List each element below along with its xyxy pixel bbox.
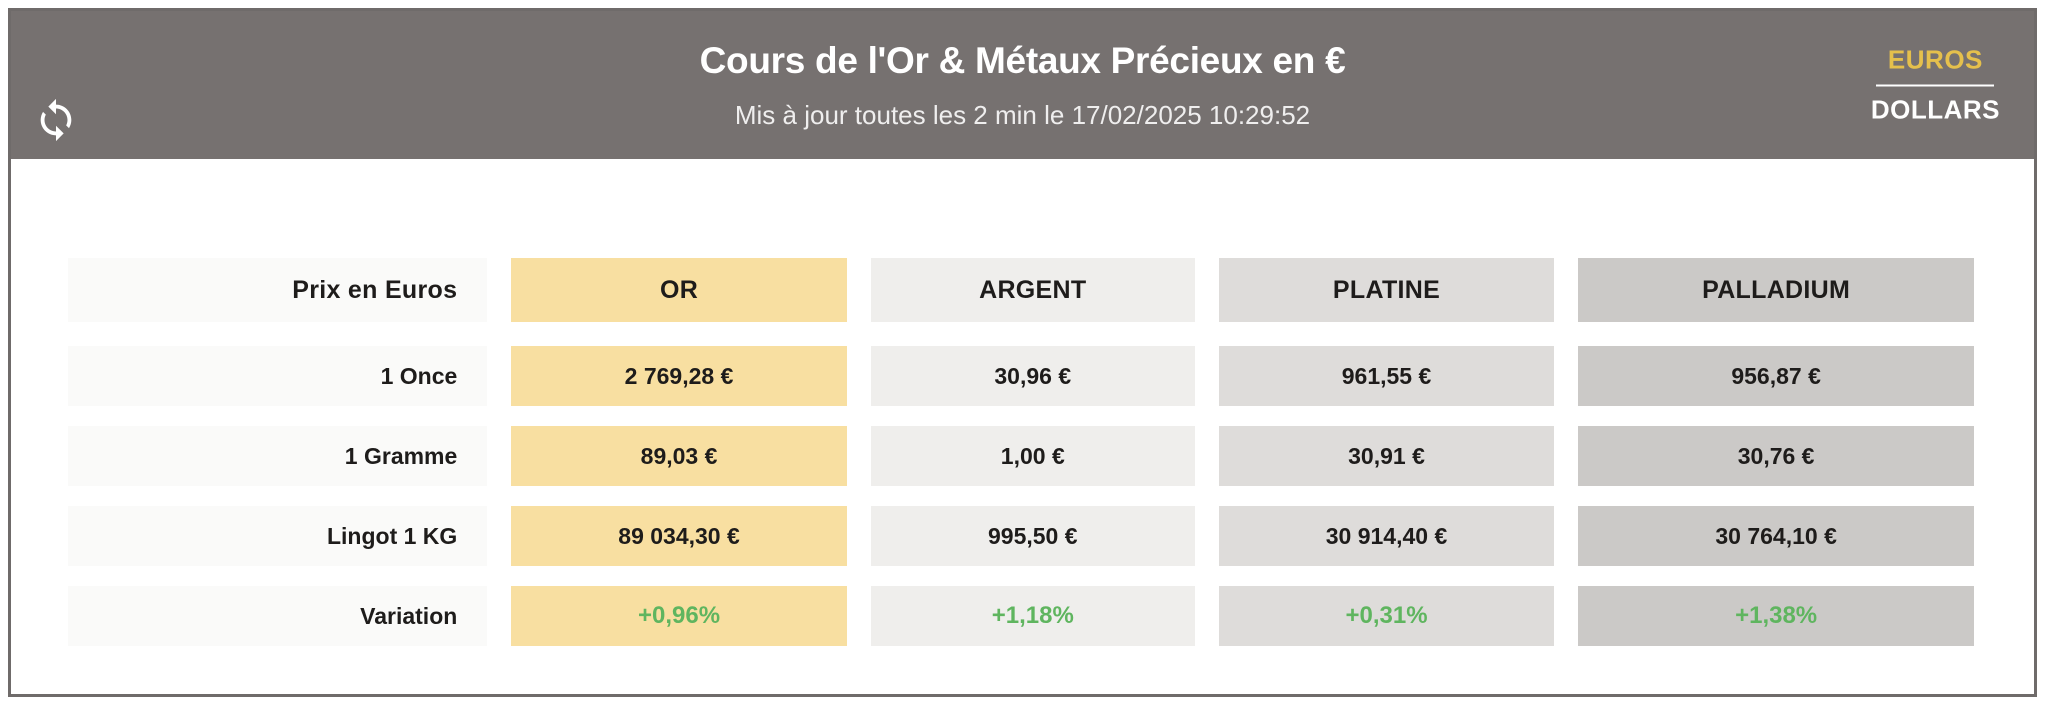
price-platine-gramme: 30,91 € — [1218, 426, 1555, 486]
price-or-once: 2 769,28 € — [511, 346, 847, 406]
table-row-lingot: Lingot 1 KG 89 034,30 € 995,50 € 30 914,… — [68, 506, 1974, 566]
last-updated-text: Mis à jour toutes les 2 min le 17/02/202… — [734, 99, 1311, 130]
column-header-or: OR — [511, 258, 847, 322]
variation-platine: +0,31% — [1218, 586, 1555, 646]
currency-toggle: EUROS DOLLARS — [1871, 45, 2000, 126]
price-argent-once: 30,96 € — [870, 346, 1195, 406]
row-label-variation: Variation — [68, 586, 488, 646]
price-palladium-once: 956,87 € — [1578, 346, 1974, 406]
row-label-gramme: 1 Gramme — [68, 426, 488, 486]
prices-table: Prix en Euros OR ARGENT PLATINE PALLADIU… — [68, 258, 1974, 646]
price-platine-lingot: 30 914,40 € — [1218, 506, 1555, 566]
widget-header: Cours de l'Or & Métaux Précieux en € Mis… — [11, 11, 2034, 159]
gold-prices-widget: Cours de l'Or & Métaux Précieux en € Mis… — [8, 8, 2037, 697]
price-argent-lingot: 995,50 € — [870, 506, 1195, 566]
price-argent-gramme: 1,00 € — [870, 426, 1195, 486]
price-platine-once: 961,55 € — [1218, 346, 1555, 406]
corner-header-prix-en-euros: Prix en Euros — [68, 258, 488, 322]
variation-palladium: +1,38% — [1578, 586, 1974, 646]
table-row-gramme: 1 Gramme 89,03 € 1,00 € 30,91 € 30,76 € — [68, 426, 1974, 486]
page-title: Cours de l'Or & Métaux Précieux en € — [699, 39, 1346, 81]
row-label-once: 1 Once — [68, 346, 488, 406]
currency-option-dollars[interactable]: DOLLARS — [1870, 94, 2000, 125]
row-label-lingot: Lingot 1 KG — [68, 506, 488, 566]
refresh-icon — [33, 97, 79, 143]
refresh-button[interactable] — [33, 97, 79, 143]
variation-or: +0,96% — [511, 586, 847, 646]
price-or-lingot: 89 034,30 € — [511, 506, 847, 566]
price-or-gramme: 89,03 € — [511, 426, 847, 486]
table-header-row: Prix en Euros OR ARGENT PLATINE PALLADIU… — [68, 258, 1974, 322]
price-palladium-gramme: 30,76 € — [1578, 426, 1974, 486]
table-row-variation: Variation +0,96% +1,18% +0,31% +1,38% — [68, 586, 1974, 646]
variation-argent: +1,18% — [870, 586, 1195, 646]
currency-toggle-divider — [1876, 84, 1995, 87]
header-titles: Cours de l'Or & Métaux Précieux en € Mis… — [11, 11, 2034, 159]
currency-option-euros[interactable]: EUROS — [1887, 44, 1983, 75]
price-palladium-lingot: 30 764,10 € — [1578, 506, 1974, 566]
column-header-palladium: PALLADIUM — [1578, 258, 1974, 322]
table-row-once: 1 Once 2 769,28 € 30,96 € 961,55 € 956,8… — [68, 346, 1974, 406]
column-header-argent: ARGENT — [870, 258, 1195, 322]
column-header-platine: PLATINE — [1218, 258, 1555, 322]
